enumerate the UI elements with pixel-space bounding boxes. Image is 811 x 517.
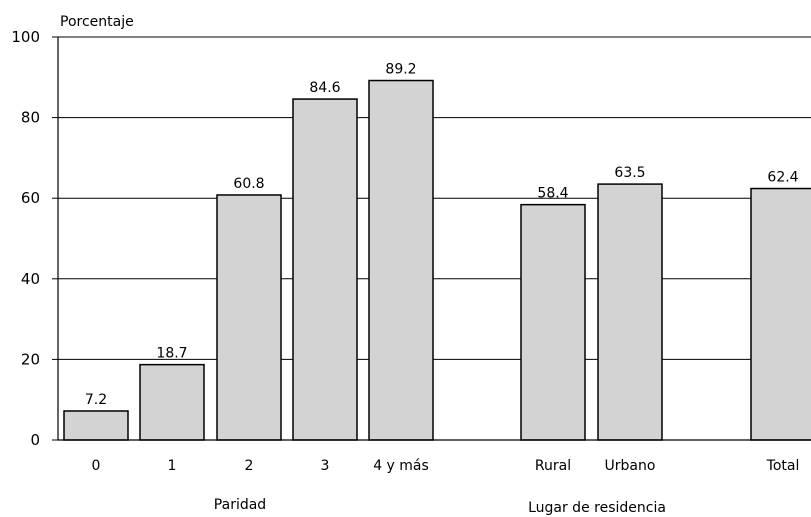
group-label: Paridad xyxy=(214,497,266,513)
y-tick-label: 100 xyxy=(11,28,40,46)
bar-0 xyxy=(63,410,129,441)
y-axis-ticks: 0 20 40 60 80 100 xyxy=(11,28,58,449)
y-tick-label: 80 xyxy=(21,109,40,127)
data-labels: 7.2 18.7 60.8 84.6 89.2 58.4 63.5 62.4 xyxy=(85,62,799,408)
data-label: 63.5 xyxy=(614,165,645,181)
x-category-label: 3 xyxy=(321,458,330,474)
x-category-label: Total xyxy=(766,458,800,474)
y-tick-label: 20 xyxy=(21,350,40,368)
data-label: 62.4 xyxy=(767,170,798,186)
grid-lines xyxy=(58,36,811,360)
y-tick-label: 0 xyxy=(30,431,40,449)
group-labels: Paridad Lugar de residencia xyxy=(214,497,666,516)
bar-Urbano xyxy=(597,183,663,441)
x-category-label: 4 y más xyxy=(373,458,429,474)
bar-2 xyxy=(216,194,282,441)
bars xyxy=(63,79,811,441)
data-label: 89.2 xyxy=(385,62,416,78)
y-axis-title: Porcentaje xyxy=(60,14,134,30)
x-category-label: Urbano xyxy=(605,458,656,474)
x-category-label: 0 xyxy=(92,458,101,474)
data-label: 18.7 xyxy=(156,346,187,362)
bar-Total xyxy=(750,187,811,441)
y-tick-label: 40 xyxy=(21,270,40,288)
x-category-label: 1 xyxy=(168,458,177,474)
data-label: 58.4 xyxy=(537,186,568,202)
group-label: Lugar de residencia xyxy=(528,500,666,516)
y-tick-label: 60 xyxy=(21,189,40,207)
x-category-label: Rural xyxy=(535,458,571,474)
data-label: 7.2 xyxy=(85,392,107,408)
bar-4-y-más xyxy=(368,79,434,441)
x-axis-category-labels: 0 1 2 3 4 y más Rural Urbano Total xyxy=(92,458,800,474)
data-label: 84.6 xyxy=(309,80,340,96)
bar-1 xyxy=(139,363,205,441)
bar-Rural xyxy=(520,203,586,441)
x-category-label: 2 xyxy=(245,458,254,474)
data-label: 60.8 xyxy=(233,176,264,192)
bar-3 xyxy=(292,98,358,441)
